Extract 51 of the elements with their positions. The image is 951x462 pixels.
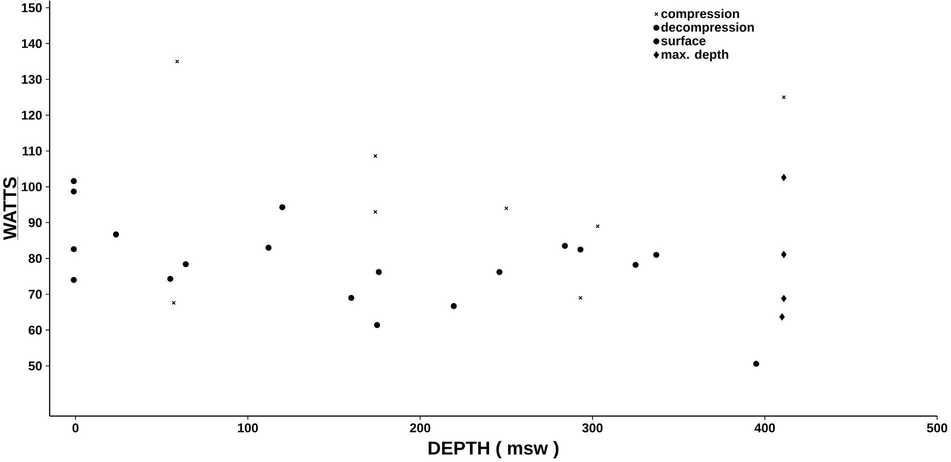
point [496, 269, 502, 276]
x-tick-label: 0 [72, 424, 79, 433]
y-tick-label: 140 [22, 39, 42, 48]
x-axis-title: DEPTH ( msw ) [428, 441, 558, 459]
y-tick-label: 130 [22, 75, 42, 84]
x-tick-label: 300 [582, 424, 603, 433]
point [70, 277, 77, 284]
point [376, 269, 382, 276]
point [70, 246, 77, 252]
point [182, 261, 189, 268]
x-tick-label: 400 [754, 424, 775, 433]
point [265, 244, 272, 251]
y-tick-label: 80 [28, 254, 42, 264]
point [279, 204, 286, 210]
x-tick-label: 100 [238, 424, 258, 433]
point [562, 243, 568, 250]
legend-label: compression [661, 9, 740, 21]
y-tick-label: 100 [22, 182, 42, 192]
point [172, 301, 176, 306]
x-tick-label: 500 [926, 424, 948, 433]
point [781, 295, 786, 302]
y-tick-label: 70 [28, 290, 42, 299]
point [781, 251, 786, 258]
point [70, 178, 77, 184]
point [504, 206, 508, 211]
point [373, 154, 378, 158]
point [167, 276, 174, 282]
point [779, 314, 785, 320]
y-tick-label: 120 [22, 110, 42, 120]
legend-label: surface [661, 36, 706, 46]
x-tick-label: 200 [410, 424, 430, 433]
point [450, 303, 457, 310]
y-tick-label: 50 [28, 362, 42, 371]
y-tick-label: 90 [28, 218, 42, 228]
point [577, 246, 584, 253]
point [374, 322, 380, 328]
y-axis-title: WATTS [3, 177, 16, 240]
point [782, 95, 786, 100]
point [112, 232, 120, 238]
point [653, 252, 660, 258]
y-tick-label: 60 [28, 326, 42, 335]
legend-label: max. depth [662, 50, 728, 62]
point [632, 262, 639, 268]
y-tick-label: 150 [22, 3, 42, 12]
point [753, 360, 760, 367]
point [781, 174, 786, 182]
y-tick-label: 110 [22, 146, 42, 156]
point [70, 188, 77, 195]
legend-label: decompression [661, 22, 754, 34]
point [348, 295, 354, 302]
point [596, 224, 600, 228]
